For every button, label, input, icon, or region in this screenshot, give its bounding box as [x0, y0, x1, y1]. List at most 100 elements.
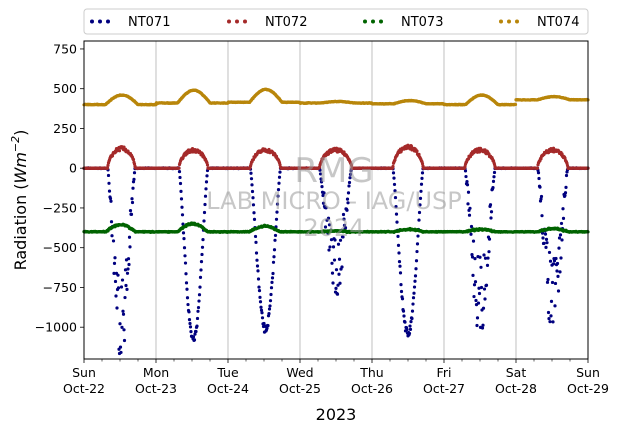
data-point	[345, 197, 350, 201]
data-point	[330, 271, 335, 275]
data-point	[561, 207, 565, 211]
data-point	[320, 185, 324, 189]
data-point	[331, 281, 335, 285]
data-point	[205, 174, 209, 178]
legend-frame	[83, 8, 589, 35]
legend-label: NT071	[128, 15, 170, 30]
data-point	[187, 310, 191, 314]
data-point	[319, 177, 323, 181]
data-point	[120, 278, 125, 282]
data-point	[546, 277, 550, 282]
legend-label: NT074	[537, 15, 579, 30]
legend-marker	[515, 19, 519, 24]
data-point	[272, 248, 277, 252]
y-axis-title: Radiation (Wm−2)	[9, 130, 30, 271]
x-tick-date-label: Oct-24	[207, 381, 249, 396]
data-point	[340, 265, 344, 269]
data-point	[549, 299, 554, 303]
data-point	[345, 208, 349, 212]
data-point	[249, 177, 254, 181]
data-point	[398, 264, 402, 268]
legend-marker	[243, 19, 247, 24]
x-tick-day-label: Mon	[143, 365, 169, 380]
data-point	[327, 248, 331, 252]
data-point	[556, 289, 561, 293]
data-point	[544, 237, 549, 241]
data-point	[349, 163, 354, 167]
data-point	[184, 272, 188, 276]
data-point	[182, 237, 186, 241]
legend: NT071 NT072 NT073 NT074	[83, 8, 589, 35]
data-point	[556, 274, 560, 278]
y-tick-label: 750	[53, 41, 77, 56]
legend-marker	[98, 19, 102, 24]
data-point	[106, 163, 110, 167]
watermark-line-1: RMG	[294, 151, 373, 191]
data-point	[470, 255, 475, 259]
data-point	[391, 171, 396, 175]
x-tick-date-label: Oct-28	[495, 381, 537, 396]
legend-marker	[235, 19, 239, 24]
data-point	[555, 261, 560, 266]
data-point	[539, 197, 543, 201]
data-point	[259, 308, 264, 312]
data-point	[397, 260, 402, 264]
data-point	[347, 184, 351, 188]
data-point	[483, 297, 487, 301]
data-point	[203, 194, 208, 198]
legend-marker	[227, 19, 231, 24]
data-point	[391, 164, 395, 169]
data-point	[334, 268, 339, 272]
data-point	[194, 329, 198, 334]
data-point	[255, 264, 260, 268]
data-point	[120, 325, 124, 329]
data-point	[128, 245, 132, 249]
data-point	[486, 256, 490, 260]
data-point	[200, 245, 205, 249]
data-point	[393, 195, 398, 200]
data-point	[260, 311, 264, 315]
data-point	[415, 249, 419, 254]
x-tick-day-label: Sat	[506, 365, 527, 380]
data-point	[557, 246, 561, 250]
data-point	[191, 335, 196, 339]
data-point	[196, 305, 201, 310]
data-point	[125, 271, 130, 275]
data-point	[415, 149, 419, 153]
data-point	[271, 271, 275, 276]
data-point	[549, 314, 553, 318]
data-point	[178, 181, 183, 186]
data-point	[560, 238, 564, 242]
data-point	[479, 285, 484, 290]
data-point	[541, 236, 545, 240]
data-point	[253, 234, 258, 239]
data-point	[105, 166, 110, 170]
data-point	[394, 212, 399, 216]
data-point	[266, 324, 270, 328]
data-point	[179, 189, 183, 193]
data-point	[392, 176, 396, 180]
data-point	[412, 291, 416, 295]
x-tick-date-label: Oct-27	[423, 381, 465, 396]
data-point	[396, 234, 400, 238]
data-point	[113, 256, 117, 260]
data-point	[124, 283, 128, 288]
x-tick-day-label: Wed	[286, 365, 313, 380]
data-point	[251, 196, 255, 200]
y-axis-title-unit: Wm	[11, 152, 30, 183]
data-point	[547, 250, 552, 255]
data-point	[319, 180, 324, 184]
data-point	[204, 187, 208, 191]
data-point	[197, 293, 202, 297]
data-point	[418, 196, 423, 201]
legend-item-NT072: NT072	[227, 15, 307, 30]
data-point	[113, 279, 118, 284]
data-point	[393, 158, 397, 162]
data-point	[276, 188, 281, 192]
data-point	[558, 270, 562, 274]
data-point	[392, 182, 397, 187]
data-point	[131, 180, 136, 184]
data-point	[481, 306, 486, 310]
data-point	[259, 305, 263, 309]
data-point	[189, 329, 193, 334]
